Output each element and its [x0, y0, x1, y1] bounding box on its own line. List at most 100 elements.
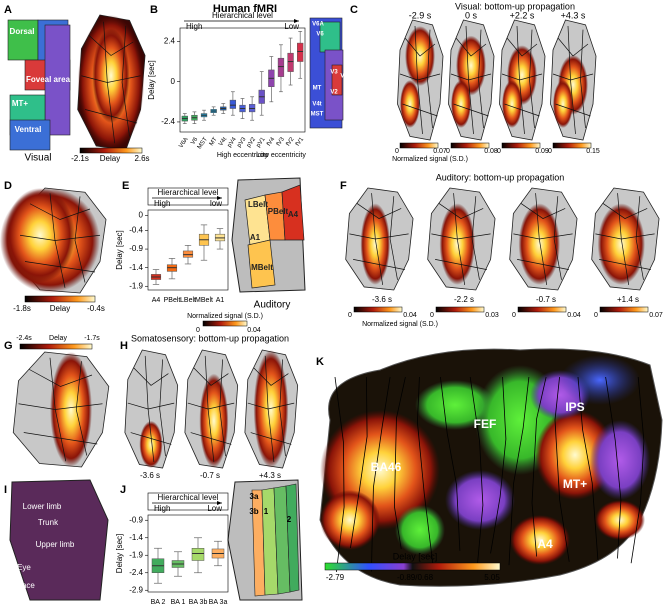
x-tick-label: pV3	[236, 136, 247, 149]
y-tick-label: -2.9	[129, 585, 143, 594]
label: BA46	[371, 460, 402, 474]
parcel-border	[554, 376, 570, 562]
label: Normalized signal (S.D.)	[392, 156, 468, 163]
label: Delay	[100, 154, 120, 163]
label: -0.89/0.68	[397, 573, 434, 582]
colorbar	[450, 142, 490, 149]
activation	[439, 203, 476, 285]
panel-letter: I	[4, 484, 7, 496]
parcel-border	[478, 29, 484, 129]
activation	[395, 505, 445, 555]
parcel-border	[531, 376, 547, 557]
label: Somatosensory: bottom-up propagation	[131, 333, 289, 343]
parcel-border	[103, 21, 116, 144]
label: +2.2 s	[510, 10, 535, 20]
y-tick-label: -1.9	[129, 281, 143, 290]
parcel-border	[440, 376, 461, 551]
box	[191, 548, 205, 561]
y-tick-label: 2.4	[164, 37, 176, 46]
x-tick-label: fV2	[285, 136, 295, 147]
parcel-border	[253, 367, 289, 386]
activation	[400, 80, 420, 128]
label: A4	[288, 210, 299, 219]
colorbar	[24, 295, 96, 303]
panel-letter: D	[4, 180, 12, 192]
label: IPS	[565, 400, 584, 414]
box	[287, 52, 294, 72]
label: 0	[446, 148, 450, 155]
x-tick-label: BA 1	[171, 599, 186, 606]
parcel-border	[465, 25, 474, 135]
header-label: Hierarchical level	[158, 188, 219, 197]
label: V1	[340, 74, 348, 80]
x-tick-label: MT	[209, 136, 219, 147]
y-tick-label: -1.4	[129, 533, 143, 542]
y-tick-label: -2.4	[161, 117, 175, 126]
parcel-border	[389, 196, 398, 280]
label: -2.9 s	[409, 10, 432, 20]
label: +1.4 s	[617, 295, 639, 304]
label: Normalized signal (S.D.)	[362, 321, 438, 328]
parcel-border	[414, 25, 423, 135]
activation	[320, 490, 380, 550]
x-tick-label: A4	[152, 297, 161, 304]
label: LBelt	[248, 200, 268, 209]
label: Visual: bottom-up propagation	[455, 1, 575, 11]
parcel-border	[121, 25, 130, 137]
parcel-border	[133, 367, 169, 386]
visual-area	[7, 19, 39, 61]
label: Foveal area	[26, 75, 71, 84]
x-tick-label: fV4	[266, 136, 276, 147]
label: 0	[430, 312, 434, 319]
label: A4	[537, 537, 553, 551]
activation	[415, 380, 495, 430]
parcel-border	[29, 203, 91, 220]
activation	[139, 420, 163, 468]
label: Delay [sec]	[393, 551, 438, 561]
parcel-border	[23, 432, 98, 445]
label: 0.03	[485, 312, 499, 319]
colorbar	[435, 306, 485, 313]
parcel-border	[605, 376, 622, 559]
label: 5.05	[484, 573, 500, 582]
parcel-border	[630, 376, 645, 564]
box	[182, 250, 194, 258]
parcel-border	[49, 357, 67, 462]
y-tick-label: 0	[171, 77, 176, 86]
activation	[502, 80, 522, 128]
y-axis-label: Delay [sec]	[115, 534, 124, 574]
header-box	[147, 492, 229, 511]
y-tick-label: -0.9	[129, 244, 143, 253]
activation	[199, 373, 229, 468]
activation	[360, 203, 391, 285]
x-tick-label: V4t	[218, 136, 228, 147]
box	[229, 99, 237, 109]
activation	[560, 355, 640, 405]
label: V6	[316, 32, 324, 38]
x-tick-label: BA 3a	[209, 599, 228, 606]
parcel-border	[553, 196, 562, 280]
label: 0.04	[567, 312, 581, 319]
arrow-head	[294, 19, 299, 23]
plot-frame	[179, 27, 306, 133]
label: 0.07	[433, 148, 447, 155]
parcel-border	[471, 196, 480, 280]
header-low: Low	[284, 22, 299, 31]
parcel-border	[219, 359, 226, 457]
parcel-border	[469, 376, 484, 568]
auditory-area	[281, 184, 305, 241]
activation	[92, 28, 130, 123]
parcel-border	[506, 37, 538, 57]
parcel-border	[394, 376, 406, 550]
label: -0.4s	[87, 304, 105, 313]
parcel-border	[417, 376, 434, 571]
colorbar	[19, 343, 93, 350]
parcel-border	[28, 368, 93, 387]
brain-map	[124, 349, 179, 469]
parcel-border	[334, 376, 345, 573]
activation	[553, 80, 573, 128]
parcel-border	[88, 34, 134, 56]
parcel-border	[580, 29, 586, 129]
